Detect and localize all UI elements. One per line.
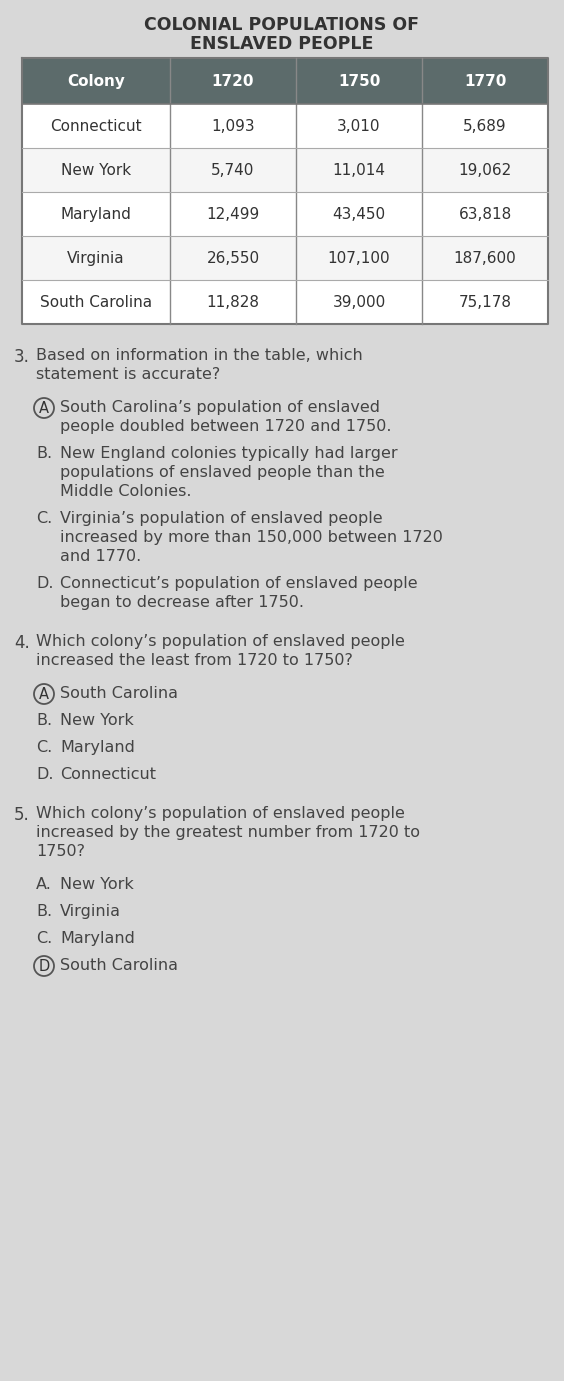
Text: A.: A. xyxy=(36,877,52,892)
Text: Maryland: Maryland xyxy=(60,931,135,946)
Text: Maryland: Maryland xyxy=(60,207,131,221)
Text: New York: New York xyxy=(60,713,134,728)
Text: 11,828: 11,828 xyxy=(206,294,259,309)
Text: South Carolina’s population of enslaved: South Carolina’s population of enslaved xyxy=(60,400,380,416)
Text: increased the least from 1720 to 1750?: increased the least from 1720 to 1750? xyxy=(36,653,353,668)
Text: C.: C. xyxy=(36,511,52,526)
Text: B.: B. xyxy=(36,905,52,918)
Text: 39,000: 39,000 xyxy=(332,294,386,309)
Text: Colony: Colony xyxy=(67,73,125,88)
Text: Which colony’s population of enslaved people: Which colony’s population of enslaved pe… xyxy=(36,634,405,649)
FancyBboxPatch shape xyxy=(22,280,548,325)
Text: 19,062: 19,062 xyxy=(459,163,512,178)
Text: 26,550: 26,550 xyxy=(206,250,259,265)
Text: 1750: 1750 xyxy=(338,73,380,88)
Text: increased by the greatest number from 1720 to: increased by the greatest number from 17… xyxy=(36,824,420,840)
Text: Connecticut: Connecticut xyxy=(60,766,156,782)
FancyBboxPatch shape xyxy=(22,104,548,148)
Text: Which colony’s population of enslaved people: Which colony’s population of enslaved pe… xyxy=(36,807,405,820)
Text: A: A xyxy=(39,400,49,416)
Text: D.: D. xyxy=(36,766,54,782)
Text: Virginia: Virginia xyxy=(60,905,121,918)
Text: people doubled between 1720 and 1750.: people doubled between 1720 and 1750. xyxy=(60,418,391,434)
Text: 5.: 5. xyxy=(14,807,30,824)
Text: D.: D. xyxy=(36,576,54,591)
Text: 1720: 1720 xyxy=(212,73,254,88)
Text: South Carolina: South Carolina xyxy=(60,686,178,702)
Text: B.: B. xyxy=(36,713,52,728)
Text: South Carolina: South Carolina xyxy=(40,294,152,309)
Text: 11,014: 11,014 xyxy=(333,163,386,178)
Text: Middle Colonies.: Middle Colonies. xyxy=(60,483,192,499)
Text: 63,818: 63,818 xyxy=(459,207,512,221)
Text: Based on information in the table, which: Based on information in the table, which xyxy=(36,348,363,363)
Text: statement is accurate?: statement is accurate? xyxy=(36,367,221,383)
FancyBboxPatch shape xyxy=(22,58,548,104)
Text: Virginia’s population of enslaved people: Virginia’s population of enslaved people xyxy=(60,511,382,526)
Text: 5,689: 5,689 xyxy=(463,119,507,134)
Text: increased by more than 150,000 between 1720: increased by more than 150,000 between 1… xyxy=(60,530,443,545)
Text: B.: B. xyxy=(36,446,52,461)
Text: 5,740: 5,740 xyxy=(212,163,255,178)
Text: C.: C. xyxy=(36,931,52,946)
Text: 187,600: 187,600 xyxy=(453,250,517,265)
Text: 1750?: 1750? xyxy=(36,844,85,859)
Text: New York: New York xyxy=(60,877,134,892)
Text: South Carolina: South Carolina xyxy=(60,958,178,974)
Text: 3.: 3. xyxy=(14,348,30,366)
Text: C.: C. xyxy=(36,740,52,755)
Text: ENSLAVED PEOPLE: ENSLAVED PEOPLE xyxy=(190,35,374,52)
Text: A: A xyxy=(39,686,49,702)
Text: 1770: 1770 xyxy=(464,73,506,88)
FancyBboxPatch shape xyxy=(22,192,548,236)
Text: Maryland: Maryland xyxy=(60,740,135,755)
Text: Connecticut: Connecticut xyxy=(50,119,142,134)
FancyBboxPatch shape xyxy=(22,148,548,192)
Text: 75,178: 75,178 xyxy=(459,294,512,309)
Text: 12,499: 12,499 xyxy=(206,207,259,221)
Text: New England colonies typically had larger: New England colonies typically had large… xyxy=(60,446,398,461)
FancyBboxPatch shape xyxy=(22,236,548,280)
Text: D: D xyxy=(38,958,50,974)
Text: Virginia: Virginia xyxy=(67,250,125,265)
Text: 107,100: 107,100 xyxy=(328,250,390,265)
Text: populations of enslaved people than the: populations of enslaved people than the xyxy=(60,465,385,481)
Text: 1,093: 1,093 xyxy=(211,119,255,134)
Text: Connecticut’s population of enslaved people: Connecticut’s population of enslaved peo… xyxy=(60,576,417,591)
Text: 3,010: 3,010 xyxy=(337,119,381,134)
Text: COLONIAL POPULATIONS OF: COLONIAL POPULATIONS OF xyxy=(144,17,420,35)
Text: began to decrease after 1750.: began to decrease after 1750. xyxy=(60,595,304,610)
Text: 4.: 4. xyxy=(14,634,30,652)
Text: 43,450: 43,450 xyxy=(332,207,386,221)
Text: New York: New York xyxy=(61,163,131,178)
Text: and 1770.: and 1770. xyxy=(60,550,141,563)
